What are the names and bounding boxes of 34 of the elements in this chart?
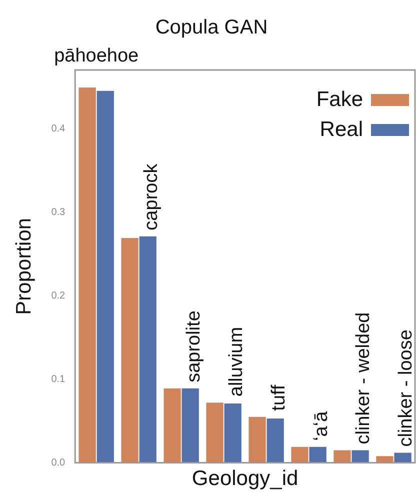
y-tick-label: 0.1 — [51, 374, 66, 385]
x-tick-label: pāhoehoe — [54, 46, 139, 67]
bar — [78, 88, 96, 463]
x-tick-label: alluvium — [226, 326, 247, 397]
x-axis-title: Geology_id — [192, 467, 298, 490]
y-tick-label: 0.3 — [51, 206, 66, 218]
x-tick-label: clinker - welded — [353, 312, 374, 444]
y-tick-label: 0.4 — [51, 123, 66, 134]
bar — [121, 238, 138, 463]
bar — [224, 403, 242, 463]
bar — [334, 450, 351, 463]
bar — [352, 450, 369, 463]
y-tick-label: 0.2 — [51, 290, 66, 302]
bar — [248, 416, 266, 463]
chart-title: Copula GAN — [155, 16, 268, 39]
bar — [182, 388, 199, 463]
x-tick-label: caprock — [140, 163, 162, 230]
bar — [164, 388, 181, 463]
x-tick-label: ʻaʻā — [310, 410, 332, 441]
x-tick-label: clinker - loose — [396, 330, 417, 447]
bar — [266, 418, 284, 463]
legend-label: Fake — [316, 88, 363, 111]
bar — [139, 236, 156, 463]
bar — [291, 446, 308, 463]
legend-label: Real — [320, 118, 363, 141]
bar — [96, 90, 114, 463]
bar — [309, 446, 326, 463]
bar — [206, 402, 224, 463]
y-tick-label: 0.0 — [51, 458, 66, 469]
y-axis-title: Proportion — [12, 218, 36, 315]
bar — [376, 456, 394, 463]
bar — [394, 452, 412, 463]
x-tick-label: tuff — [268, 384, 290, 411]
x-tick-label: saprolite — [183, 310, 204, 382]
